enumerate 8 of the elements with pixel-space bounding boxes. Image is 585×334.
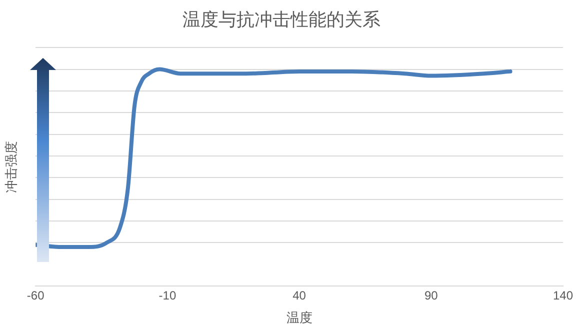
x-tick-label: -60 xyxy=(26,288,45,303)
chart-title: 温度与抗冲击性能的关系 xyxy=(182,9,380,30)
y-axis-title: 冲击强度 xyxy=(3,140,18,193)
x-tick-label: 140 xyxy=(552,288,574,303)
x-tick-label: 40 xyxy=(292,288,306,303)
x-axis-title: 温度 xyxy=(286,310,312,325)
x-tick-label: -10 xyxy=(158,288,176,303)
x-tick-label: 90 xyxy=(424,288,438,303)
